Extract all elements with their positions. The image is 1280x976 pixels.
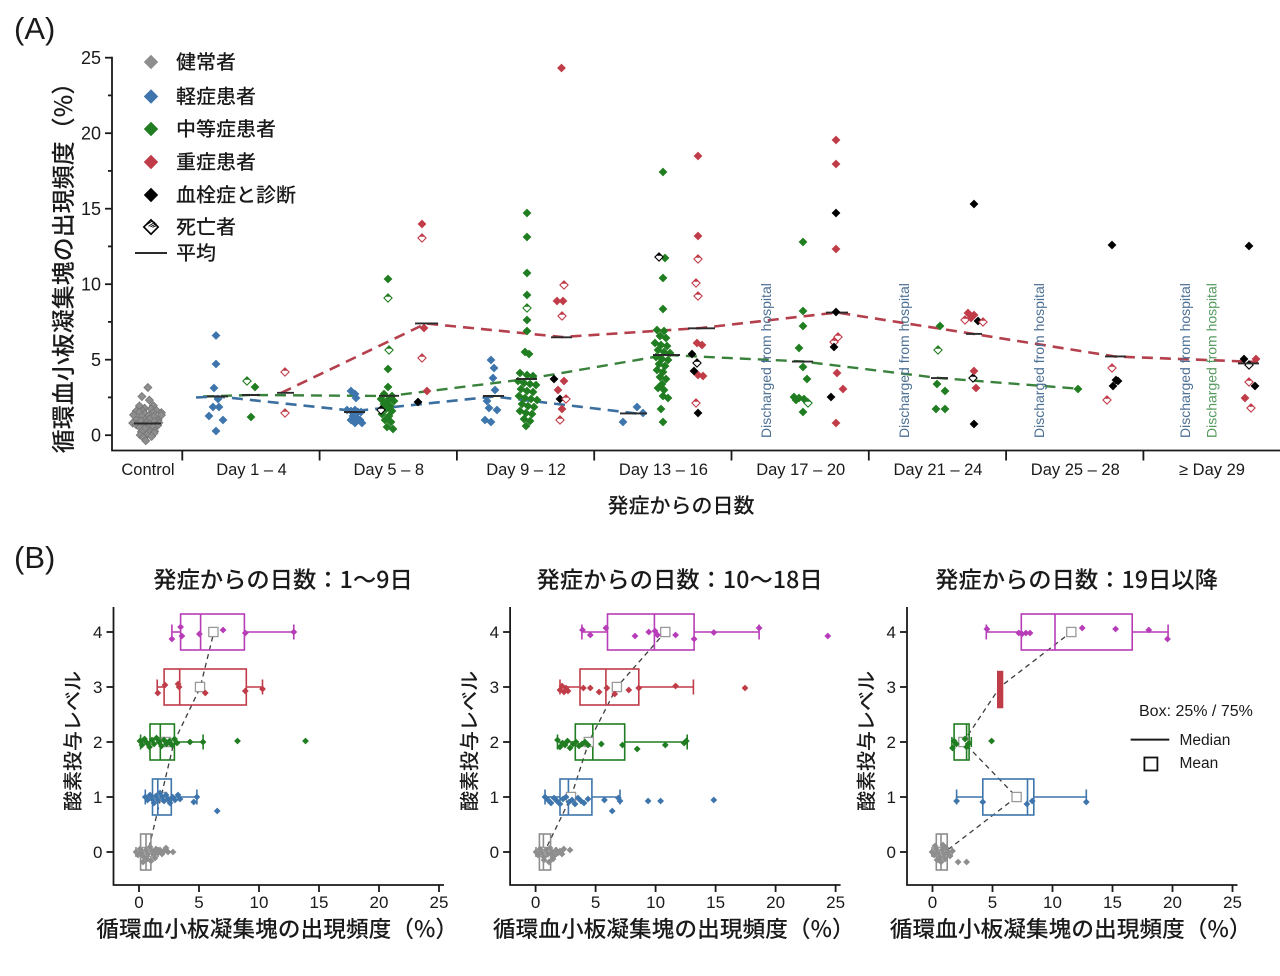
svg-text:20: 20	[81, 124, 101, 144]
svg-text:0: 0	[928, 893, 937, 912]
svg-text:Discharged from hospital: Discharged from hospital	[896, 283, 912, 438]
svg-text:Day 25 – 28: Day 25 – 28	[1031, 461, 1120, 479]
svg-text:≥ Day 29: ≥ Day 29	[1179, 461, 1245, 479]
svg-text:3: 3	[887, 678, 896, 697]
svg-text:Day 21 – 24: Day 21 – 24	[894, 461, 983, 479]
svg-text:Discharged from hospital: Discharged from hospital	[1204, 283, 1220, 438]
svg-text:5: 5	[591, 893, 600, 912]
svg-text:4: 4	[887, 623, 896, 642]
svg-text:10: 10	[81, 275, 101, 295]
svg-text:0: 0	[887, 843, 896, 862]
svg-text:4: 4	[490, 623, 499, 642]
svg-text:25: 25	[1223, 893, 1242, 912]
svg-text:1: 1	[490, 788, 499, 807]
svg-text:0: 0	[531, 893, 540, 912]
svg-text:2: 2	[93, 733, 102, 752]
svg-text:Discharged from hospital: Discharged from hospital	[1031, 283, 1047, 438]
svg-text:5: 5	[91, 350, 101, 370]
svg-text:(A): (A)	[14, 11, 55, 46]
svg-text:3: 3	[93, 678, 102, 697]
svg-text:0: 0	[91, 426, 101, 446]
svg-text:20: 20	[766, 893, 785, 912]
svg-text:25: 25	[430, 893, 449, 912]
svg-text:Day 9 – 12: Day 9 – 12	[486, 461, 566, 479]
svg-text:0: 0	[93, 843, 102, 862]
svg-text:2: 2	[490, 733, 499, 752]
svg-text:2: 2	[887, 733, 896, 752]
svg-text:1: 1	[93, 788, 102, 807]
svg-text:Day 5 – 8: Day 5 – 8	[353, 461, 424, 479]
svg-text:25: 25	[81, 48, 101, 68]
svg-text:Median: Median	[1180, 732, 1231, 749]
svg-text:Control: Control	[121, 461, 174, 479]
svg-text:Discharged from hospital: Discharged from hospital	[758, 283, 774, 438]
svg-text:25: 25	[826, 893, 845, 912]
svg-text:20: 20	[1163, 893, 1182, 912]
svg-text:Day 13 – 16: Day 13 – 16	[619, 461, 708, 479]
svg-text:3: 3	[490, 678, 499, 697]
svg-text:0: 0	[490, 843, 499, 862]
svg-text:Discharged from hospital: Discharged from hospital	[1177, 283, 1193, 438]
svg-text:0: 0	[134, 893, 143, 912]
svg-text:1: 1	[887, 788, 896, 807]
svg-text:4: 4	[93, 623, 102, 642]
svg-text:15: 15	[81, 199, 101, 219]
svg-text:Box: 25% / 75%: Box: 25% / 75%	[1139, 703, 1253, 720]
svg-text:5: 5	[988, 893, 997, 912]
svg-text:Day 17 – 20: Day 17 – 20	[756, 461, 845, 479]
svg-text:20: 20	[370, 893, 389, 912]
svg-text:10: 10	[1043, 893, 1062, 912]
svg-text:Day 1 – 4: Day 1 – 4	[216, 461, 287, 479]
svg-text:10: 10	[250, 893, 269, 912]
svg-text:(B): (B)	[14, 540, 55, 575]
svg-text:Mean: Mean	[1180, 755, 1219, 772]
svg-text:10: 10	[646, 893, 665, 912]
svg-text:15: 15	[310, 893, 329, 912]
svg-text:15: 15	[1103, 893, 1122, 912]
svg-text:5: 5	[194, 893, 203, 912]
svg-text:15: 15	[706, 893, 725, 912]
